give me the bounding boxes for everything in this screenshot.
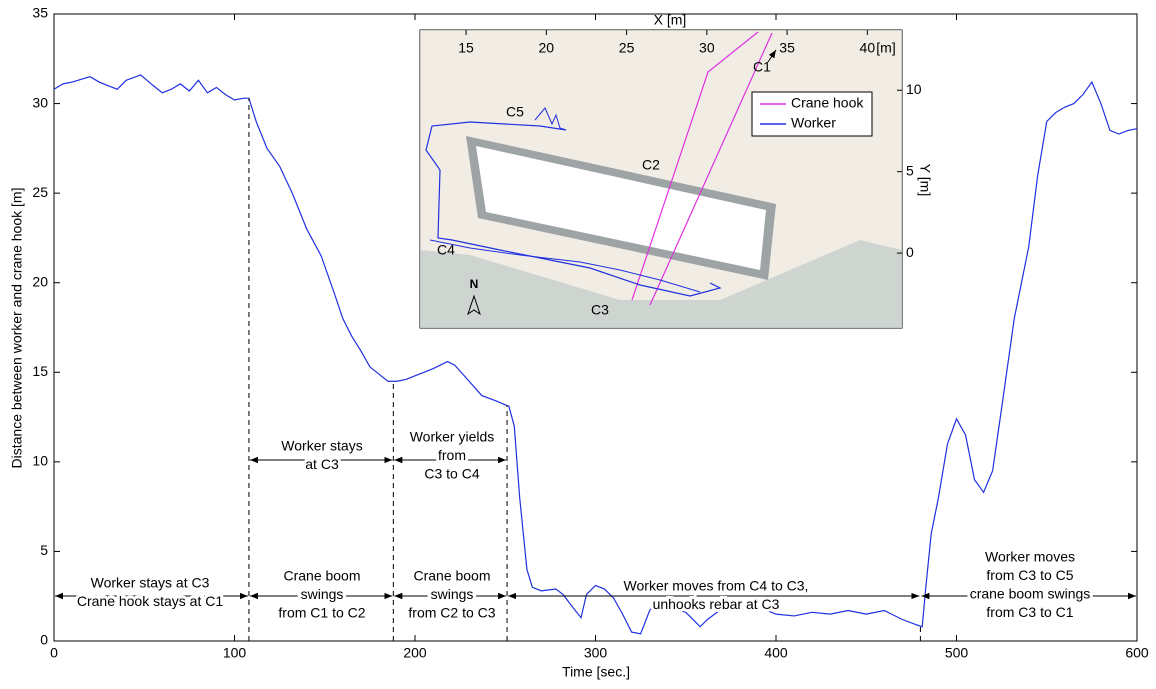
- annotation: unhooks rebar at C3: [653, 596, 780, 612]
- inset-x-tick-label: 40: [860, 40, 876, 56]
- x-tick-label: 200: [403, 645, 427, 661]
- inset-x-tick-label: 30: [699, 40, 715, 56]
- north-label: N: [470, 277, 479, 291]
- annotation: swings: [431, 586, 474, 602]
- annotation: Crane boom: [283, 568, 360, 584]
- annotation: crane boom swings: [970, 586, 1091, 602]
- annotation: swings: [301, 586, 344, 602]
- site-label: C3: [591, 302, 609, 318]
- legend-label: Crane hook: [791, 95, 864, 111]
- chart: Time [sec.] Distance between worker and …: [0, 0, 1156, 684]
- annotation: from: [438, 447, 466, 463]
- annotation: Worker stays at C3: [91, 575, 210, 591]
- inset-x-tick-label: 25: [619, 40, 635, 56]
- inset-x-tick-label: 35: [779, 40, 795, 56]
- annotation: Worker moves: [985, 549, 1075, 565]
- site-label: C2: [642, 157, 660, 173]
- annotation: Crane hook stays at C1: [77, 593, 224, 609]
- legend-label: Worker: [791, 115, 836, 131]
- inset-y-tick-label: 0: [906, 244, 914, 260]
- inset-map: X [m] Y [m] [m] 15 20 25 30 35 40 0 5 10 Crane hook W…: [420, 12, 933, 328]
- site-label: C1: [753, 59, 771, 75]
- site-label: C4: [437, 242, 455, 258]
- y-tick-label: 20: [32, 273, 48, 289]
- y-tick-label: 25: [32, 184, 48, 200]
- annotation: from C3 to C5: [986, 567, 1073, 583]
- site-label: C5: [506, 104, 524, 120]
- y-tick-label: 30: [32, 94, 48, 110]
- x-tick-label: 0: [50, 645, 58, 661]
- inset-y-tick-label: 10: [906, 81, 922, 97]
- x-tick-label: 300: [584, 645, 608, 661]
- inset-x-label: X [m]: [654, 12, 687, 28]
- y-tick-label: 35: [32, 5, 48, 21]
- annotation: C3 to C4: [424, 466, 479, 482]
- x-tick-label: 400: [764, 645, 788, 661]
- y-tick-label: 0: [40, 632, 48, 648]
- y-tick-label: 10: [32, 453, 48, 469]
- x-tick-label: 500: [945, 645, 969, 661]
- annotation: from C3 to C1: [986, 604, 1073, 620]
- annotation: Worker stays: [281, 438, 362, 454]
- inset-y-label: Y [m]: [917, 164, 933, 196]
- inset-x-tick-label: 15: [458, 40, 474, 56]
- inset-y-tick-label: 5: [906, 162, 914, 178]
- annotation: at C3: [305, 456, 339, 472]
- x-tick-label: 100: [223, 645, 247, 661]
- inset-x-unit: [m]: [876, 40, 895, 56]
- annotation: from C2 to C3: [408, 605, 495, 621]
- y-tick-label: 15: [32, 363, 48, 379]
- annotation: Crane boom: [413, 568, 490, 584]
- annotation: from C1 to C2: [278, 605, 365, 621]
- annotation: Worker moves from C4 to C3,: [624, 578, 809, 594]
- annotation: Worker yields: [410, 429, 495, 445]
- x-tick-label: 600: [1125, 645, 1149, 661]
- y-tick-label: 5: [40, 542, 48, 558]
- inset-x-tick-label: 20: [539, 40, 555, 56]
- x-axis-label: Time [sec.]: [562, 664, 630, 680]
- y-axis-label: Distance between worker and crane hook […: [9, 188, 25, 469]
